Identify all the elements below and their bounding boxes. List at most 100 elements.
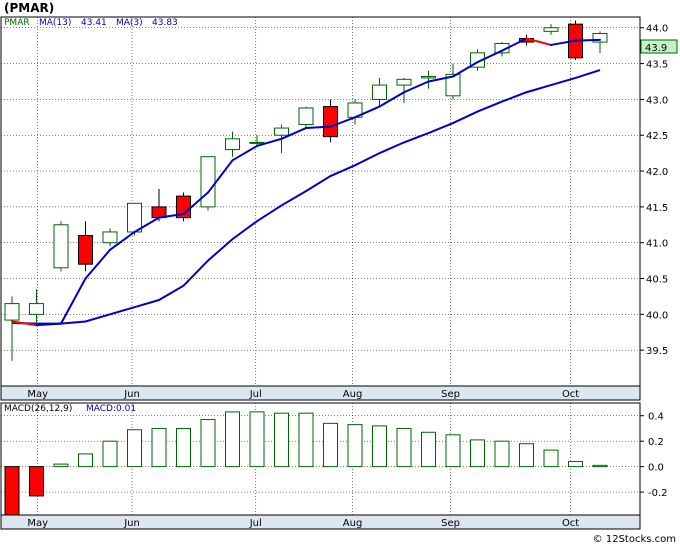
macd-x-tick-label: Aug (343, 518, 363, 529)
ma3-series-segment (231, 144, 258, 162)
candle-body (127, 202, 142, 233)
candle-body (372, 84, 387, 100)
last-price-value: 43.9 (645, 43, 667, 54)
ma3-series-segment (84, 248, 111, 280)
price-y-tick-label: 44.0 (646, 24, 668, 35)
ma3-series-segment (182, 191, 209, 216)
ma3-series-segment (207, 159, 234, 194)
candle-body (298, 107, 314, 125)
legend-ma13-label: MA(13) (39, 18, 71, 28)
price-x-tick-label: Jul (249, 389, 262, 400)
ma3-series-segment (476, 49, 503, 64)
price-y-tick-label: 40.0 (646, 310, 668, 321)
price-y-tick-label: 39.5 (646, 346, 668, 357)
ma3-series-segment (256, 137, 283, 147)
price-y-tick-label: 43.5 (646, 60, 668, 71)
macd-bar (592, 464, 608, 468)
ma3-series-segment (133, 216, 160, 233)
ma3-series-segment (574, 38, 601, 42)
macd-bar (53, 463, 69, 468)
price-panel (0, 16, 641, 387)
macd-bar (274, 412, 289, 468)
macd-bar (4, 466, 20, 516)
price-y-tick-label: 40.5 (646, 275, 668, 286)
macd-y-tick-label: -0.2 (648, 488, 668, 499)
candle-body (323, 106, 338, 138)
ma3-series-segment (378, 91, 405, 108)
price-legend: PMAR MA(13) 43.41 MA(3) 43.83 (4, 18, 178, 28)
macd-bar (200, 419, 216, 468)
ma3-series-segment (550, 39, 577, 46)
price-x-axis: May Jun Jul Aug Sep Oct (27, 389, 579, 400)
candle-body (4, 303, 20, 321)
legend-macd-label: MACD(26,12,9) (4, 404, 72, 414)
candle-body (225, 138, 240, 151)
candle-body (102, 231, 118, 244)
legend-ma3-value: 43.83 (152, 18, 178, 28)
ma3-series-segment (158, 213, 185, 219)
macd-bar (470, 439, 485, 468)
ma3-line (11, 37, 601, 327)
macd-bar (29, 466, 44, 497)
price-time-axis-band (0, 385, 641, 401)
macd-x-axis: May Jun Jul Aug Sep Oct (27, 518, 579, 529)
macd-bar (372, 425, 387, 468)
candle-body (592, 32, 608, 43)
ma3-series-segment (354, 105, 381, 119)
macd-y-tick-label: 0.2 (648, 437, 664, 448)
macd-bar (421, 431, 436, 468)
macd-x-tick-label: May (27, 518, 48, 529)
last-price-badge (640, 39, 678, 54)
macd-bar (78, 453, 93, 468)
macd-y-axis: -0.2 0.0 0.2 0.4 (640, 412, 668, 499)
legend-ma13-value: 43.41 (81, 18, 107, 28)
candle-body (445, 73, 461, 97)
ma3-series-segment (280, 127, 307, 140)
candle-body (29, 303, 44, 315)
legend-macd-value: MACD:0.01 (86, 404, 136, 414)
macd-bar (127, 429, 142, 468)
macd-x-tick-label: Oct (562, 518, 579, 529)
ma3-series-segment (109, 230, 136, 251)
price-x-tick-label: Aug (343, 389, 363, 400)
ma3-series-segment (329, 116, 356, 128)
price-y-tick-label: 42.5 (646, 131, 668, 142)
candle-body (274, 127, 289, 136)
ma3-series-segment (11, 320, 38, 327)
macd-bar (543, 449, 559, 468)
macd-bar (298, 412, 314, 468)
ma13-series-line (11, 69, 601, 325)
macd-bar (494, 440, 510, 468)
ma3-series-segment (35, 322, 62, 327)
macd-bar (323, 422, 338, 468)
candle-body (543, 27, 559, 32)
price-y-tick-label: 41.0 (646, 239, 668, 250)
macd-y-tick-label: 0.0 (648, 463, 664, 474)
legend-symbol: PMAR (4, 18, 30, 28)
macd-bar (151, 427, 167, 468)
price-x-tick-label: Oct (562, 389, 579, 400)
ma3-series-segment (427, 75, 454, 83)
candle-body (249, 141, 265, 144)
price-y-tick-label: 41.5 (646, 203, 668, 214)
chart-title: (PMAR) (4, 1, 54, 15)
macd-bar (249, 411, 265, 468)
macd-y-tick-label: 0.4 (648, 412, 664, 423)
macd-bar (519, 443, 534, 468)
macd-legend: MACD(26,12,9) MACD:0.01 (4, 404, 136, 414)
macd-bar (445, 434, 461, 468)
price-y-tick-label: 42.0 (646, 167, 668, 178)
macd-bar (568, 461, 583, 468)
macd-x-tick-label: Jul (249, 518, 262, 529)
macd-bar (225, 411, 240, 468)
ma3-series-segment (501, 37, 528, 52)
candle-body (200, 156, 216, 208)
macd-bar (176, 427, 191, 468)
macd-x-tick-label: Sep (441, 518, 460, 529)
price-x-tick-label: Jun (123, 389, 140, 400)
footer-credit: © 12Stocks.com (593, 534, 676, 545)
candle-body (421, 75, 436, 79)
candle-body (53, 224, 69, 269)
macd-bar (347, 424, 363, 468)
